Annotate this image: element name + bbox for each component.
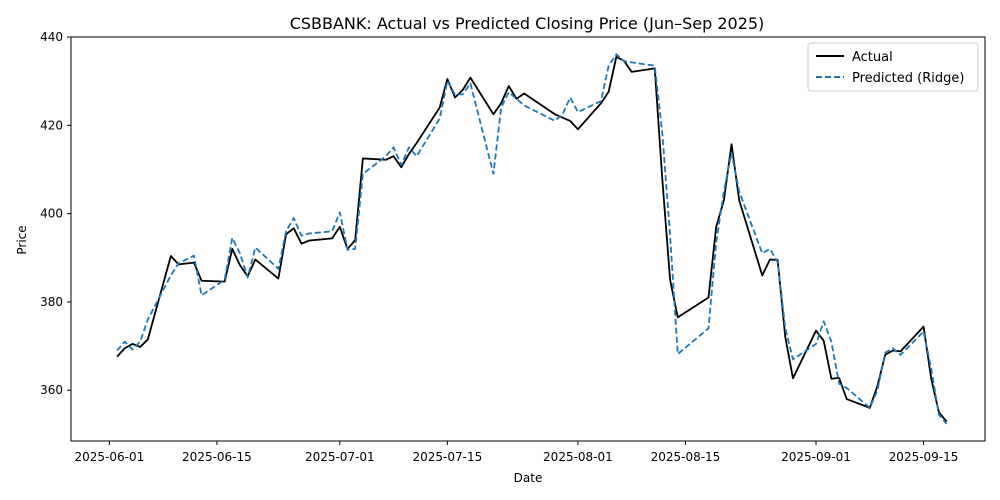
x-tick-label: 2025-09-01 bbox=[781, 450, 851, 464]
legend: Actual Predicted (Ridge) bbox=[807, 42, 979, 92]
series-line-predicted bbox=[116, 53, 948, 425]
legend-box bbox=[807, 42, 979, 92]
x-tick-label: 2025-07-15 bbox=[412, 450, 482, 464]
plot-frame bbox=[70, 36, 986, 442]
legend-label-actual: Actual bbox=[852, 50, 893, 65]
x-tick-label: 2025-09-15 bbox=[889, 450, 959, 464]
y-tick-label: 380 bbox=[40, 295, 63, 309]
plot-area bbox=[116, 53, 948, 425]
x-tick-label: 2025-08-15 bbox=[651, 450, 721, 464]
x-tick-label: 2025-06-01 bbox=[75, 450, 145, 464]
legend-label-predicted: Predicted (Ridge) bbox=[852, 71, 964, 86]
y-tick-label: 400 bbox=[40, 207, 63, 221]
x-axis: 2025-06-01 2025-06-15 2025-07-01 2025-07-15… bbox=[75, 441, 959, 464]
y-tick-label: 420 bbox=[40, 118, 63, 132]
y-tick-label: 360 bbox=[40, 383, 63, 397]
y-tick-label: 440 bbox=[40, 30, 63, 44]
y-axis-label: Price bbox=[15, 225, 29, 254]
y-axis: 360 380 400 420 440 bbox=[40, 30, 71, 397]
x-axis-label: Date bbox=[514, 471, 543, 485]
chart-title: CSBBANK: Actual vs Predicted Closing Pri… bbox=[290, 14, 765, 33]
x-tick-label: 2025-06-15 bbox=[182, 450, 252, 464]
series-line-actual bbox=[116, 55, 948, 423]
x-tick-label: 2025-07-01 bbox=[305, 450, 375, 464]
x-tick-label: 2025-08-01 bbox=[543, 450, 613, 464]
